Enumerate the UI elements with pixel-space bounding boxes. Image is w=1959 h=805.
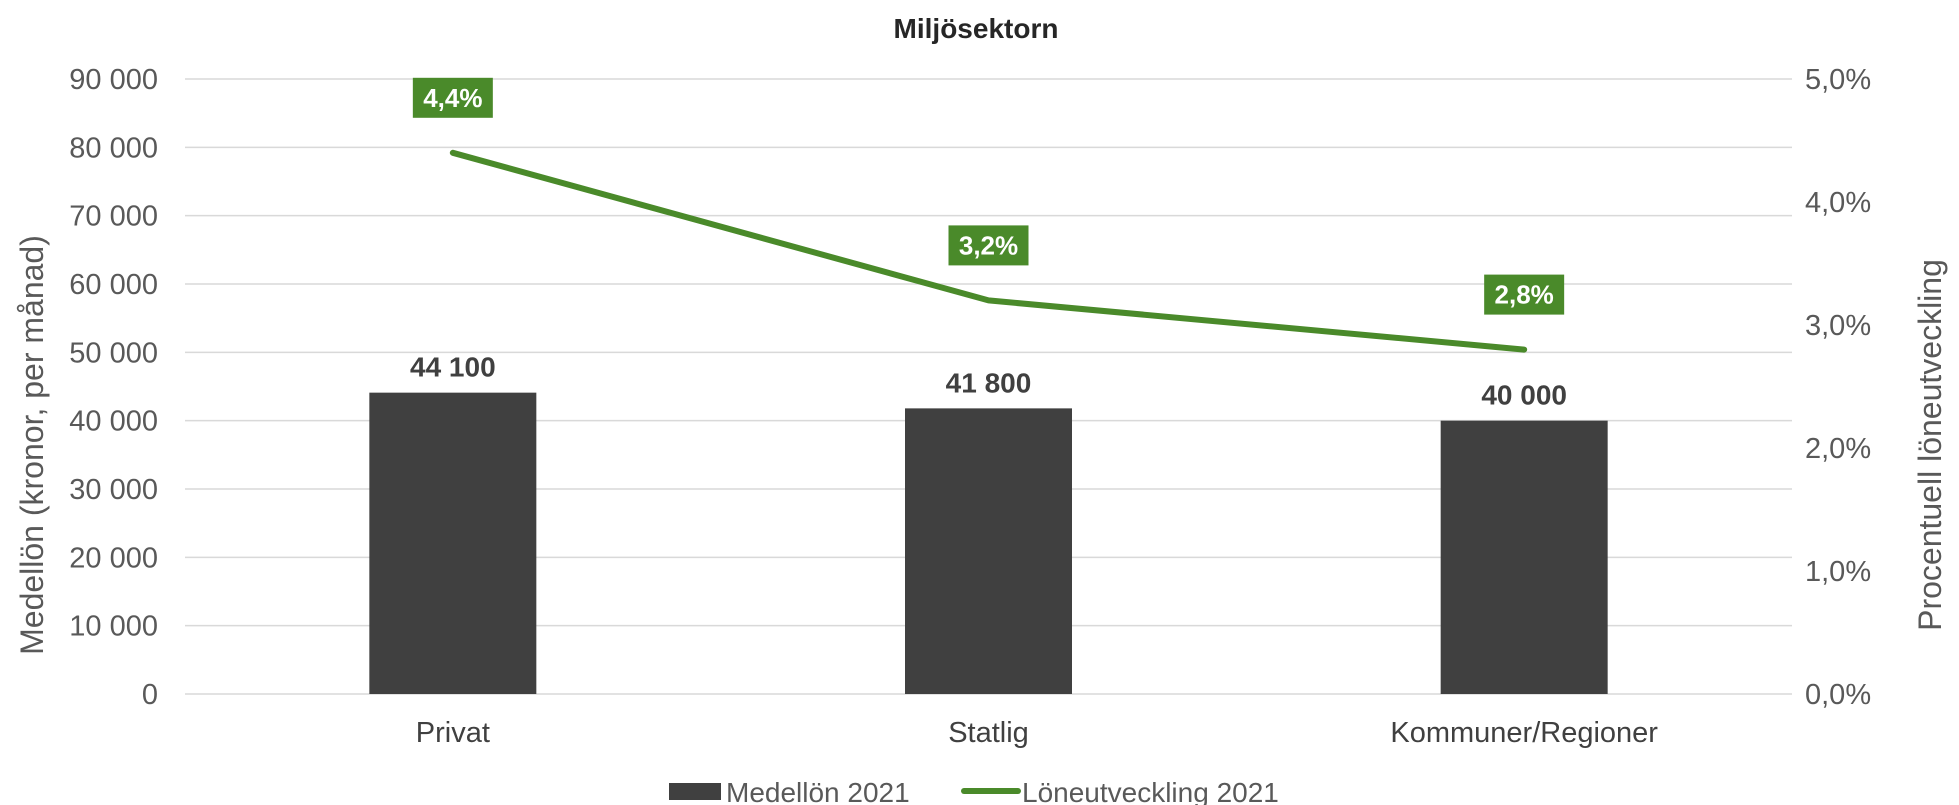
bar xyxy=(369,392,537,694)
y2-tick-label: 2,0% xyxy=(1805,433,1871,465)
left-axis-ticks: 0 10 000 20 000 30 000 40 000 50 000 60 000 70 … xyxy=(69,64,158,711)
y-tick-label: 70 000 xyxy=(69,201,158,233)
legend: Medellön 2021 Löneutveckling 2021 xyxy=(669,777,1279,805)
y-tick-label: 90 000 xyxy=(69,64,158,96)
bar xyxy=(905,408,1072,694)
line-data-label-box xyxy=(1484,274,1565,315)
bar-data-label: 40 000 xyxy=(1481,380,1567,411)
x-tick-label: Privat xyxy=(416,717,490,749)
y-tick-label: 20 000 xyxy=(69,542,158,574)
y-tick-label: 60 000 xyxy=(69,269,158,301)
line-data-label: 3,2% xyxy=(959,230,1018,260)
category-labels: Privat Statlig Kommuner/Regioner xyxy=(416,717,1659,749)
y-tick-label: 80 000 xyxy=(69,132,158,164)
y2-tick-label: 3,0% xyxy=(1805,310,1871,342)
legend-bar-swatch xyxy=(669,783,721,800)
chart-title: Miljösektorn xyxy=(894,13,1059,44)
legend-line-label: Löneutveckling 2021 xyxy=(1022,777,1279,805)
right-axis-ticks: 0,0% 1,0% 2,0% 3,0% 4,0% 5,0% xyxy=(1805,64,1871,711)
bar xyxy=(1440,420,1608,694)
y-tick-label: 30 000 xyxy=(69,474,158,506)
y2-tick-label: 1,0% xyxy=(1805,556,1871,588)
line-data-label-box xyxy=(412,77,493,118)
y-tick-label: 0 xyxy=(142,679,158,711)
y2-tick-label: 0,0% xyxy=(1805,679,1871,711)
y-tick-label: 40 000 xyxy=(69,406,158,438)
x-tick-label: Kommuner/Regioner xyxy=(1390,717,1658,749)
y2-tick-label: 5,0% xyxy=(1805,64,1871,96)
y-tick-label: 10 000 xyxy=(69,611,158,643)
line-series: 4,4% 3,2% 2,8% xyxy=(412,77,1565,353)
right-axis-title: Procentuell löneutveckling xyxy=(1912,259,1948,631)
line-data-label-box xyxy=(948,225,1029,266)
line-data-label: 4,4% xyxy=(423,83,482,113)
line-data-label: 2,8% xyxy=(1495,280,1554,310)
x-tick-label: Statlig xyxy=(948,717,1029,749)
bar-series: 44 100 41 800 40 000 xyxy=(369,352,1608,694)
bar-data-label: 41 800 xyxy=(946,367,1032,398)
bar-data-label: 44 100 xyxy=(410,352,496,383)
legend-bar-label: Medellön 2021 xyxy=(726,777,910,805)
line-path xyxy=(449,149,1528,353)
y-tick-label: 50 000 xyxy=(69,337,158,369)
y2-tick-label: 4,0% xyxy=(1805,187,1871,219)
left-axis-title: Medellön (kronor, per månad) xyxy=(14,235,50,655)
